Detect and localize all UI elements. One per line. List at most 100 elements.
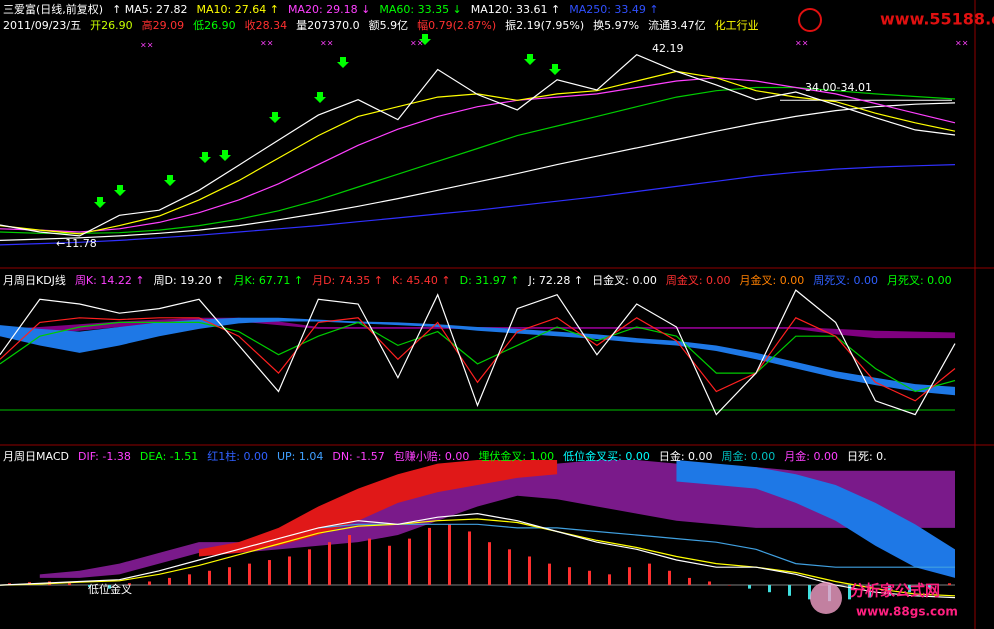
label-row: 月周日KDJ线 周K: 14.22 ↑ 周D: 19.20 ↑ 月K: 67.71 ↑… [3, 274, 952, 288]
indicator-label: 月死叉: 0.00 [886, 274, 952, 287]
indicator-label: 周死叉: 0.00 [813, 274, 878, 287]
macd-bar [808, 585, 811, 600]
buy-signal-icon [114, 185, 126, 196]
indicator-label: 收28.34 [244, 19, 288, 32]
label-row: 三爱富(日线,前复权) ↑ MA5: 27.82 MA10: 27.64 ↑ MA20… [3, 3, 659, 17]
macd-bar [68, 583, 71, 586]
signal-mark: ×× [320, 39, 333, 48]
indicator-line [0, 102, 956, 241]
macd-bar [748, 585, 751, 589]
indicator-line [0, 77, 956, 233]
indicator-line [0, 289, 956, 416]
macd-bar [408, 538, 411, 586]
indicator-line [0, 317, 956, 402]
indicator-label: 流通3.47亿 [648, 19, 706, 32]
macd-bar [648, 563, 651, 586]
macd-bar [528, 556, 531, 586]
macd-bar [468, 531, 471, 586]
indicator-label: D: 31.97 ↑ [459, 274, 520, 287]
indicator-label: 日金: 0.00 [658, 450, 713, 463]
low-annotation: ←11.78 [56, 237, 97, 250]
indicator-label: 开26.90 [90, 19, 133, 32]
macd-bar [248, 563, 251, 586]
buy-signal-icon [164, 175, 176, 186]
indicator-label: 周K: 14.22 ↑ [74, 274, 145, 287]
macd-bar [708, 581, 711, 586]
indicator-label: ↑ MA5: 27.82 [112, 3, 188, 16]
indicator-line [0, 321, 956, 393]
macd-bar [668, 570, 671, 586]
indicator-label: 化工行业 [714, 19, 759, 32]
indicator-label: 月D: 74.35 ↑ [312, 274, 383, 287]
indicator-label: 周金叉: 0.00 [665, 274, 731, 287]
indicator-line [0, 70, 956, 235]
indicator-label: 周金: 0.00 [721, 450, 776, 463]
indicator-label: 幅0.79(2.87%) [417, 19, 497, 32]
indicator-band [39, 460, 955, 578]
indicator-label: 月金: 0.00 [784, 450, 838, 463]
indicator-label: 周D: 19.20 ↑ [153, 274, 225, 287]
macd-bar [608, 574, 611, 586]
indicator-label: MA60: 33.35 ↓ [379, 3, 462, 16]
buy-signal-icon [337, 57, 349, 68]
indicator-label: UP: 1.04 [276, 450, 324, 463]
buy-signal-icon [199, 152, 211, 163]
indicator-label: J: 72.28 ↑ [528, 274, 584, 287]
signal-mark: ×× [260, 39, 273, 48]
macd-bar [168, 577, 171, 586]
indicator-label: 额5.9亿 [368, 19, 409, 32]
indicator-label: 低位金叉买: 0.00 [563, 450, 650, 463]
macd-bar [428, 527, 431, 586]
indicator-label: 日金叉: 0.00 [592, 274, 657, 287]
indicator-band [198, 460, 558, 557]
macd-bar [768, 585, 771, 593]
watermark-logo [798, 8, 822, 32]
macd-bar [128, 583, 131, 586]
macd-bar [788, 585, 791, 596]
watermark-logo [810, 582, 842, 614]
macd-bar [568, 567, 571, 586]
indicator-label: 月K: 67.71 ↑ [233, 274, 304, 287]
macd-bar [228, 567, 231, 586]
label-row: 月周日MACD DIF: -1.38 DEA: -1.51 红1柱: 0.00 UP: … [3, 450, 887, 464]
indicator-line [0, 86, 956, 234]
macd-bar [628, 567, 631, 586]
indicator-line [318, 523, 955, 568]
indicator-label: K: 45.40 ↑ [391, 274, 451, 287]
macd-bar [908, 585, 911, 593]
indicator-label: 低26.90 [193, 19, 236, 32]
signal-mark: ×× [795, 39, 808, 48]
indicator-label: 日死: 0. [846, 450, 887, 463]
macd-bar [288, 556, 291, 586]
buy-signal-icon [94, 197, 106, 208]
buy-signal-icon [269, 112, 281, 123]
indicator-label: 包赚小赔: 0.00 [393, 450, 470, 463]
macd-bar [948, 583, 951, 586]
signal-annotation: 低位金叉 [88, 582, 132, 596]
macd-bar [508, 549, 511, 586]
macd-bar [548, 563, 551, 586]
macd-bar [848, 585, 851, 600]
macd-bar [208, 570, 211, 586]
macd-bar [488, 542, 491, 586]
buy-signal-icon [219, 150, 231, 161]
macd-bar [348, 535, 351, 586]
indicator-line [0, 518, 956, 597]
indicator-line [0, 54, 956, 237]
signal-mark: ×× [410, 39, 423, 48]
macd-bar [588, 570, 591, 586]
level-annotation: 34.00-34.01 [805, 81, 872, 94]
indicator-label: 月周日MACD [3, 450, 69, 463]
label-row: 2011/09/23/五 开26.90 高29.09 低26.90 收28.34 量207… [3, 19, 759, 33]
indicator-band [676, 460, 955, 578]
macd-bar [688, 577, 691, 586]
buy-signal-icon [314, 92, 326, 103]
macd-bar [328, 542, 331, 586]
indicator-label: MA250: 33.49 ↑ [569, 3, 659, 16]
macd-bar [108, 585, 111, 589]
indicator-label: DEA: -1.51 [139, 450, 199, 463]
buy-signal-icon [549, 64, 561, 75]
watermark-site: www.55188.com [880, 10, 994, 29]
